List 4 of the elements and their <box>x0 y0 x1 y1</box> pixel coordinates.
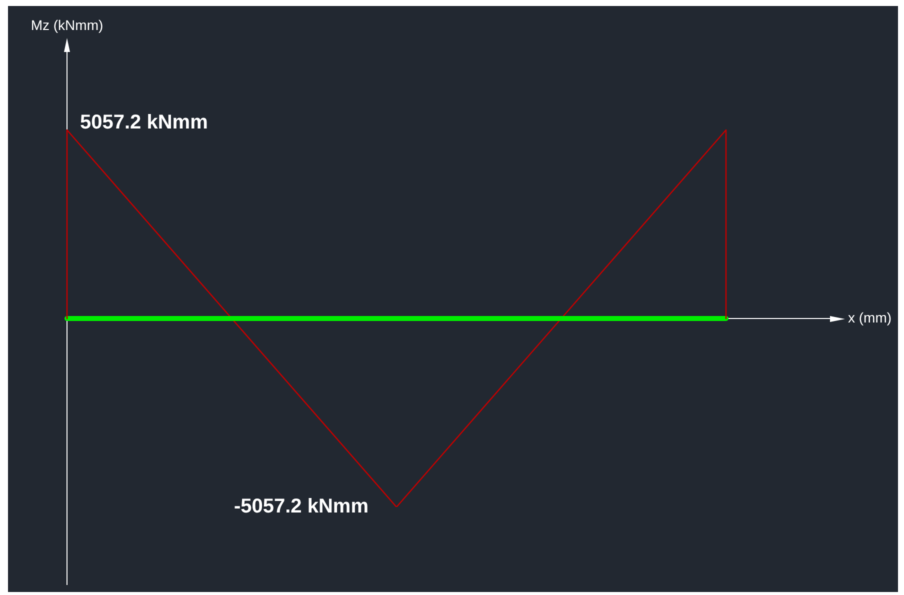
x-axis-title: x (mm) <box>848 309 892 326</box>
text: Mz (kNmm) <box>30 16 104 33</box>
data-label: 5057.2 kNmm <box>80 112 208 134</box>
data-label: -5057.2 kNmm <box>234 496 368 518</box>
